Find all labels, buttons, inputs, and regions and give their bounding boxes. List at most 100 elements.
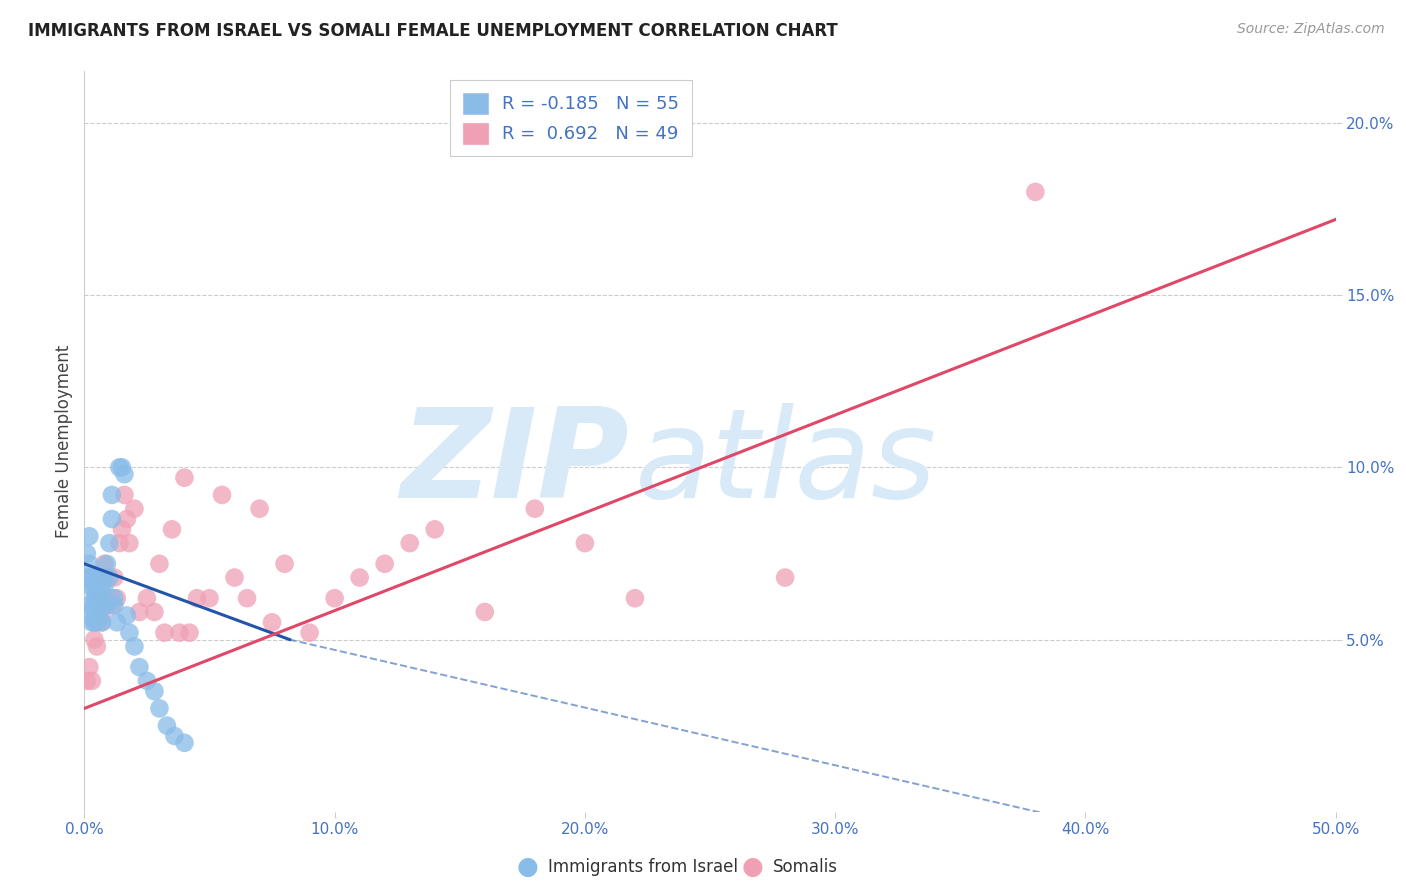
Point [86,605,108,619]
Text: atlas: atlas [636,403,936,524]
Point [198,591,221,606]
Point [83,581,105,595]
Point [273,557,295,571]
Point [89,581,111,595]
Point [128,660,150,674]
Point [80,581,103,595]
Point [93,598,115,612]
Point [98,591,121,606]
Text: Somalis: Somalis [773,858,838,876]
Point [298,625,321,640]
Point [93,570,115,584]
Point [249,501,271,516]
Point [1024,185,1046,199]
Point [86,588,108,602]
Point [160,522,183,536]
Point [86,598,108,612]
Point [93,557,115,571]
Point [83,615,105,630]
Point [523,501,546,516]
Point [398,536,420,550]
Point [108,460,131,475]
Point [96,570,118,584]
Point [105,615,128,630]
Point [179,625,201,640]
Point [108,536,131,550]
Point [323,591,346,606]
Point [90,615,112,630]
Point [111,460,134,475]
Point [773,570,796,584]
Point [143,605,166,619]
Point [349,570,371,584]
Point [101,512,124,526]
Point [98,536,121,550]
Point [86,640,108,654]
Point [80,615,103,630]
Point [79,529,101,543]
Point [83,612,105,626]
Point [115,608,138,623]
Point [83,591,105,606]
Point [80,673,103,688]
Point [163,729,186,743]
Point [89,574,111,588]
Y-axis label: Female Unemployment: Female Unemployment [55,345,73,538]
Point [124,640,146,654]
Legend: R = -0.185   N = 55, R =  0.692   N = 49: R = -0.185 N = 55, R = 0.692 N = 49 [450,80,692,156]
Point [118,536,141,550]
Point [148,557,170,571]
Point [124,501,146,516]
Point [624,591,647,606]
Point [96,557,118,571]
Point [103,591,125,606]
Point [76,673,98,688]
Point [90,581,112,595]
Point [148,701,170,715]
Text: ●: ● [516,855,538,879]
Point [262,615,284,630]
Point [111,522,134,536]
Point [103,598,125,612]
Point [90,570,112,584]
Point [98,570,121,584]
Text: Source: ZipAtlas.com: Source: ZipAtlas.com [1237,22,1385,37]
Text: ●: ● [741,855,763,879]
Point [115,512,138,526]
Point [90,615,112,630]
Point [80,570,103,584]
Point [79,660,101,674]
Point [374,557,396,571]
Point [86,570,108,584]
Point [211,488,233,502]
Point [173,471,195,485]
Point [79,598,101,612]
Point [86,581,108,595]
Point [83,598,105,612]
Point [90,598,112,612]
Point [83,632,105,647]
Point [173,736,195,750]
Point [101,488,124,502]
Point [128,605,150,619]
Point [136,673,159,688]
Point [136,591,159,606]
Point [169,625,191,640]
Text: Immigrants from Israel: Immigrants from Israel [548,858,738,876]
Point [103,570,125,584]
Point [79,557,101,571]
Point [93,581,115,595]
Point [574,536,596,550]
Point [112,467,135,482]
Point [423,522,446,536]
Point [80,605,103,619]
Text: ZIP: ZIP [399,403,628,524]
Point [76,570,98,584]
Point [118,625,141,640]
Point [153,625,176,640]
Point [105,591,128,606]
Point [474,605,496,619]
Point [89,612,111,626]
Point [143,684,166,698]
Point [96,598,118,612]
